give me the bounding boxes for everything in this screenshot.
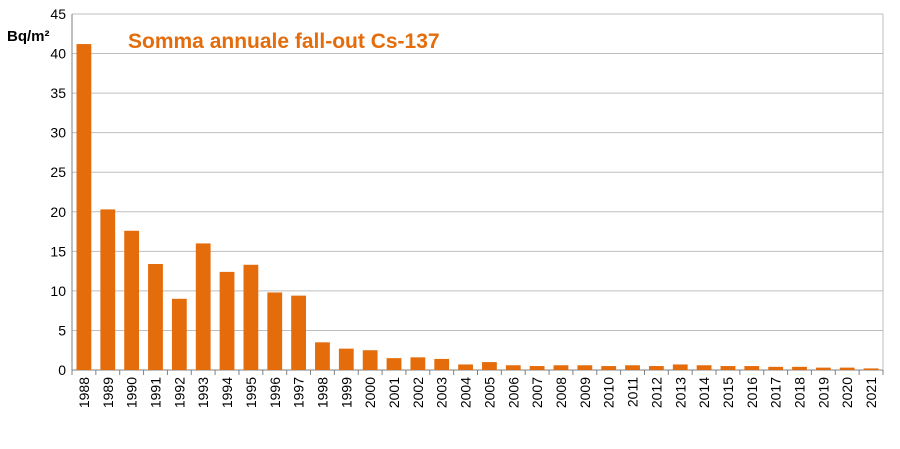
x-tick-label: 2004 (458, 377, 474, 408)
x-tick-label: 2000 (362, 377, 378, 408)
x-tick-label: 2002 (410, 377, 426, 408)
bar-2008 (553, 365, 569, 370)
bar-1990 (124, 230, 140, 370)
bar-2019 (815, 367, 831, 370)
x-tick-label: 2006 (505, 377, 521, 408)
bars (76, 44, 879, 370)
y-axis-ticks: 0 5 10 15 20 25 30 35 40 45 (50, 6, 66, 378)
bar-2018 (792, 366, 807, 370)
bar-1988 (76, 44, 92, 370)
x-tick-label: 2014 (696, 377, 712, 408)
y-tick-label: 35 (50, 85, 66, 101)
bar-1999 (338, 348, 354, 370)
bar-2011 (625, 365, 640, 370)
bar-2013 (672, 364, 688, 370)
bar-2002 (410, 357, 426, 370)
bar-2015 (720, 366, 736, 370)
x-tick-label: 2003 (434, 377, 450, 408)
x-tick-label: 1995 (243, 377, 259, 408)
x-tick-label: 2017 (768, 377, 784, 408)
x-tick-label: 2018 (792, 377, 808, 408)
bar-2010 (601, 366, 617, 370)
x-tick-label: 1996 (267, 377, 283, 408)
y-tick-label: 40 (50, 46, 66, 62)
y-tick-label: 30 (50, 125, 66, 141)
chart-title: Somma annuale fall-out Cs-137 (128, 30, 440, 53)
x-tick-label: 2005 (481, 377, 497, 408)
x-tick-label: 2015 (720, 377, 736, 408)
x-tick-label: 1997 (291, 377, 307, 408)
y-tick-label: 10 (50, 283, 66, 299)
bar-1996 (267, 292, 283, 370)
x-tick-label: 1990 (124, 377, 140, 408)
x-axis-ticks: 1988 1989 1990 1991 1992 1993 1994 1995 1996 1997… (71, 370, 884, 408)
x-tick-label: 2021 (863, 377, 879, 408)
bar-2020 (839, 367, 855, 370)
x-tick-label: 1988 (76, 377, 92, 408)
x-tick-label: 2013 (672, 377, 688, 408)
bar-2021 (863, 368, 879, 370)
x-tick-label: 2009 (577, 377, 593, 408)
bar-1991 (148, 263, 163, 370)
bar-2006 (505, 365, 521, 370)
gridlines (71, 13, 884, 371)
bar-1994 (219, 271, 235, 370)
x-tick-label: 2007 (529, 377, 545, 408)
x-tick-label: 2008 (553, 377, 569, 408)
bar-1998 (315, 342, 330, 370)
bar-2014 (696, 365, 712, 370)
x-tick-label: 2012 (648, 377, 664, 408)
x-tick-label: 2010 (601, 377, 617, 408)
y-tick-label: 0 (58, 362, 66, 378)
x-tick-label: 2016 (744, 377, 760, 408)
bar-2005 (482, 362, 497, 370)
x-tick-label: 1998 (314, 377, 330, 408)
bar-2001 (386, 358, 402, 370)
bar-2017 (768, 366, 784, 370)
y-tick-label: 5 (58, 322, 66, 338)
y-axis-label: Bq/m² (7, 28, 50, 45)
bar-2012 (649, 366, 664, 370)
x-tick-label: 1994 (219, 377, 235, 408)
x-tick-label: 2020 (839, 377, 855, 408)
y-tick-label: 15 (50, 243, 66, 259)
x-tick-label: 1992 (171, 377, 187, 408)
x-tick-label: 2019 (815, 377, 831, 408)
bar-1992 (171, 298, 187, 370)
x-tick-label: 1999 (338, 377, 354, 408)
bar-1997 (291, 295, 306, 370)
bar-1993 (195, 243, 211, 370)
bar-1995 (243, 264, 259, 370)
bar-2009 (577, 365, 593, 370)
bar-2007 (529, 366, 545, 370)
bar-2016 (744, 366, 760, 370)
bar-2003 (434, 358, 450, 370)
x-tick-label: 1991 (147, 377, 163, 408)
bar-2000 (362, 350, 378, 370)
bar-2004 (458, 364, 473, 370)
bar-1989 (100, 209, 116, 370)
x-tick-label: 1993 (195, 377, 211, 408)
x-tick-label: 2001 (386, 377, 402, 408)
x-tick-label: 2011 (625, 377, 641, 407)
y-tick-label: 20 (50, 204, 66, 220)
y-tick-label: 45 (50, 6, 66, 22)
y-tick-label: 25 (50, 164, 66, 180)
x-tick-label: 1989 (100, 377, 116, 408)
